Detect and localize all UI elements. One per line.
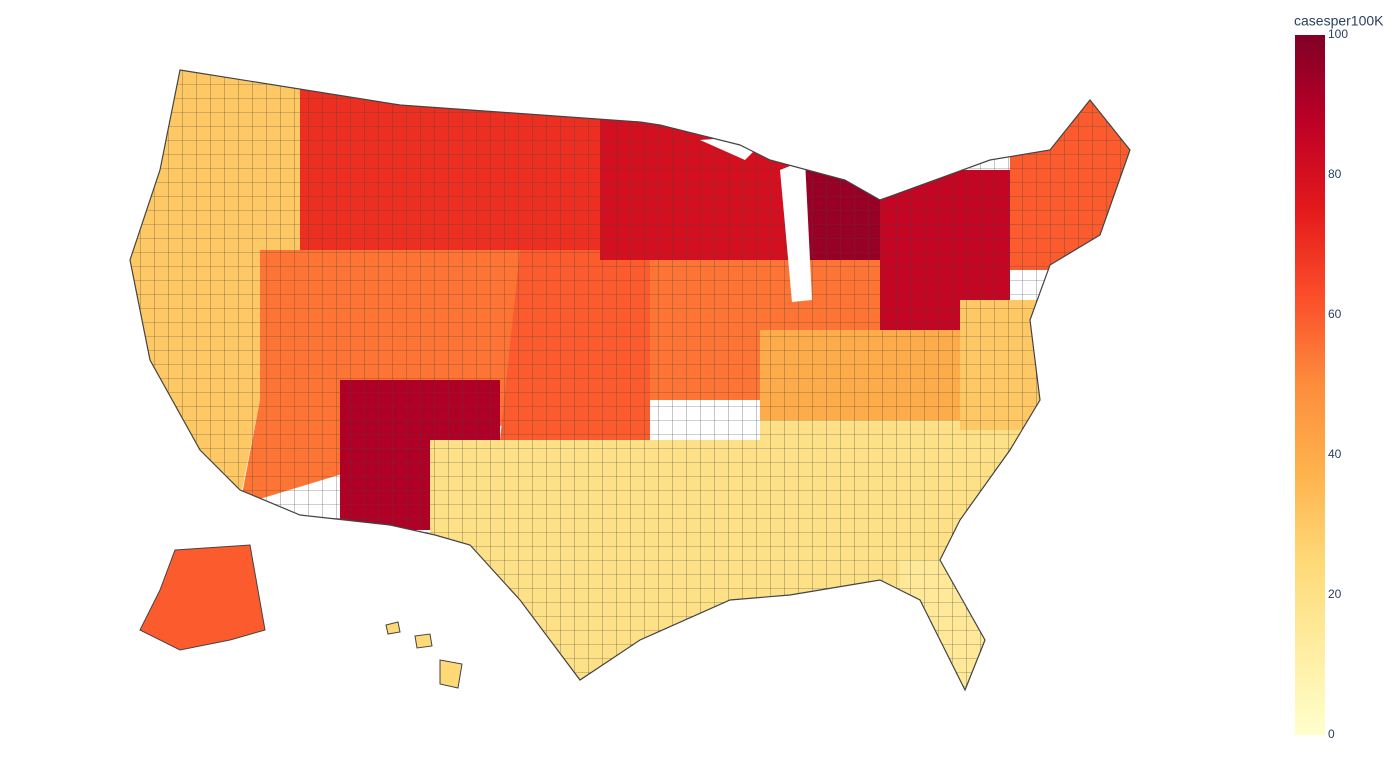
colorbar-tick-label: 100 bbox=[1328, 27, 1348, 41]
alaska bbox=[139, 544, 266, 651]
colorbar-tick-label: 60 bbox=[1328, 307, 1342, 321]
colorbar-title: casesper100K bbox=[1294, 13, 1384, 29]
hawaii-island bbox=[414, 633, 433, 649]
hawaii bbox=[385, 621, 463, 689]
colorbar-tick-label: 0 bbox=[1328, 727, 1335, 741]
hawaii-island bbox=[439, 659, 463, 689]
us-outline bbox=[129, 69, 1131, 692]
colorbar-tick-label: 40 bbox=[1328, 447, 1342, 461]
colorbar bbox=[1295, 35, 1325, 735]
hawaii-island bbox=[385, 621, 401, 635]
alaska-hawaii bbox=[139, 544, 463, 689]
lake-michigan bbox=[780, 160, 812, 302]
colorbar-tick-label: 20 bbox=[1328, 587, 1342, 601]
lake-superior bbox=[700, 135, 770, 160]
colorbar-tick-label: 80 bbox=[1328, 167, 1342, 181]
